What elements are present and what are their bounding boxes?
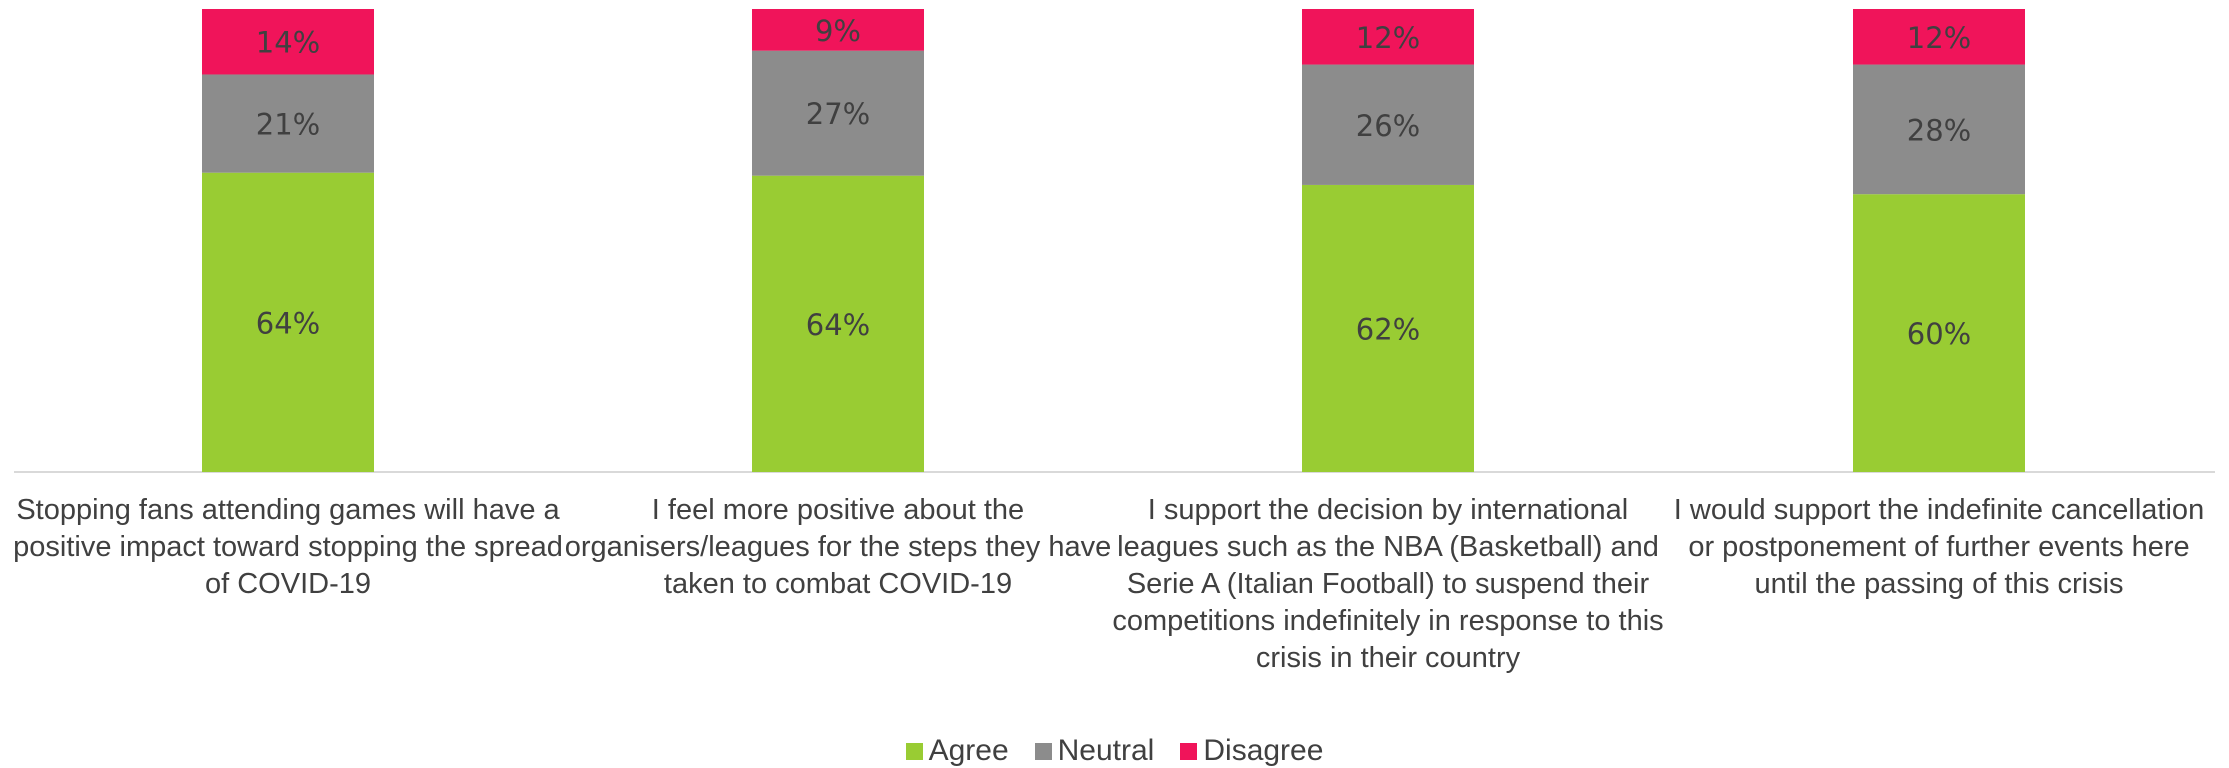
data-label-disagree-3: 12% <box>1356 21 1420 55</box>
bar-agree-1 <box>202 172 374 472</box>
data-label-agree-2: 64% <box>806 308 870 342</box>
bar-agree-2 <box>752 175 924 472</box>
bar-neutral-1 <box>202 74 374 173</box>
legend-swatch-agree <box>905 742 923 760</box>
data-label-neutral-4: 28% <box>1907 113 1971 147</box>
data-label-disagree-1: 14% <box>256 26 320 60</box>
bar-neutral-2 <box>752 50 924 176</box>
legend-item-neutral: Neutral <box>1034 734 1155 768</box>
category-label-2: I feel more positive about the organiser… <box>564 494 1112 600</box>
legend: Agree Neutral Disagree <box>0 734 2229 768</box>
bar-agree-3 <box>1302 184 1474 472</box>
legend-label-agree: Agree <box>928 734 1009 767</box>
bar-neutral-4 <box>1853 64 2025 195</box>
data-label-neutral-2: 27% <box>806 97 870 131</box>
category-label-3: I support the decision by international … <box>1112 494 1664 674</box>
data-label-neutral-3: 26% <box>1356 109 1420 143</box>
bar-agree-4 <box>1853 194 2025 472</box>
data-label-disagree-4: 12% <box>1907 21 1971 55</box>
data-label-disagree-2: 9% <box>815 14 861 48</box>
legend-item-disagree: Disagree <box>1180 734 1323 768</box>
category-label-1: Stopping fans attending games will have … <box>13 494 563 600</box>
legend-swatch-neutral <box>1034 742 1052 760</box>
bar-disagree-1 <box>202 9 374 75</box>
data-label-agree-3: 62% <box>1356 312 1420 346</box>
data-label-agree-4: 60% <box>1907 317 1971 351</box>
legend-swatch-disagree <box>1180 742 1198 760</box>
category-label-4: I would support the indefinite cancellat… <box>1673 494 2205 600</box>
bar-disagree-3 <box>1302 9 1474 65</box>
legend-item-agree: Agree <box>905 734 1009 768</box>
bar-disagree-2 <box>752 9 924 51</box>
legend-label-neutral: Neutral <box>1057 734 1155 767</box>
bar-disagree-4 <box>1853 9 2025 65</box>
data-label-neutral-1: 21% <box>256 108 320 142</box>
legend-label-disagree: Disagree <box>1203 734 1324 767</box>
bar-neutral-3 <box>1302 64 1474 185</box>
data-label-agree-1: 64% <box>256 306 320 340</box>
